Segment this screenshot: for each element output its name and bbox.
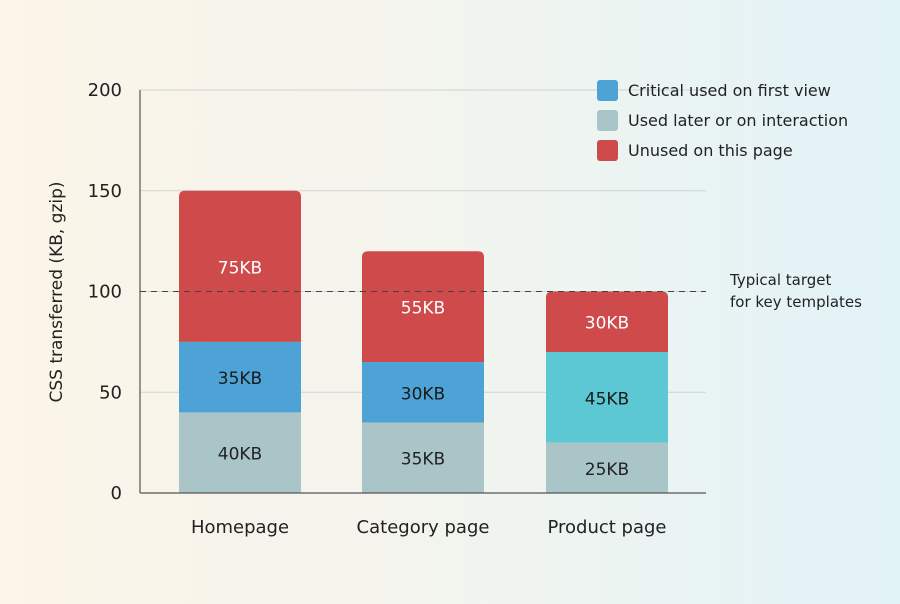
bar-segment-label: 30KB: [585, 314, 629, 334]
bar-segment: [546, 442, 668, 493]
y-axis-title: CSS transferred (KB, gzip): [47, 181, 67, 402]
legend-swatch: [597, 140, 618, 161]
y-tick-labels: 0 50 100 150 200: [88, 80, 122, 504]
y-tick-label: 100: [88, 282, 122, 303]
legend-label: Used later or on interaction: [628, 111, 848, 130]
legend: Critical used on first view Used later or…: [597, 80, 848, 161]
bar-segment: [546, 351, 668, 443]
bar-segment: [179, 190, 301, 342]
y-tick-label: 0: [111, 483, 122, 504]
bar-segment-label: 75KB: [218, 258, 262, 278]
y-tick-label: 150: [88, 181, 122, 202]
x-category-labels: Homepage Category page Product page: [191, 517, 667, 538]
legend-swatch: [597, 110, 618, 131]
legend-swatch: [597, 80, 618, 101]
reference-line-label: Typical target: [729, 271, 831, 289]
bar-segment-label: 25KB: [585, 460, 629, 480]
bar-segment-label: 55KB: [401, 299, 445, 319]
bar-segment: [362, 362, 484, 423]
bar-segment: [179, 341, 301, 413]
reference-line-label: for key templates: [730, 293, 862, 311]
x-category-label: Homepage: [191, 517, 289, 538]
reference-line-group: Typical target for key templates: [140, 271, 862, 311]
bar-segment-label: 30KB: [401, 384, 445, 404]
bar-segment-label: 35KB: [218, 369, 262, 389]
legend-label: Critical used on first view: [628, 81, 831, 100]
x-category-label: Category page: [357, 517, 490, 538]
bar-segment: [362, 422, 484, 493]
bars: 40KB 35KB 75KB 35KB 30KB 55KB 25KB 45KB 30KB: [179, 190, 668, 493]
bar-segment-label: 40KB: [218, 445, 262, 465]
bar-segment-label: 35KB: [401, 450, 445, 470]
bar-segment: [362, 251, 484, 363]
bar-segment-label: 45KB: [585, 389, 629, 409]
y-tick-label: 200: [88, 80, 122, 101]
x-category-label: Product page: [547, 517, 666, 538]
legend-label: Unused on this page: [628, 141, 793, 160]
bar-segment: [179, 412, 301, 493]
y-tick-label: 50: [99, 382, 122, 403]
bar-segment: [546, 291, 668, 352]
